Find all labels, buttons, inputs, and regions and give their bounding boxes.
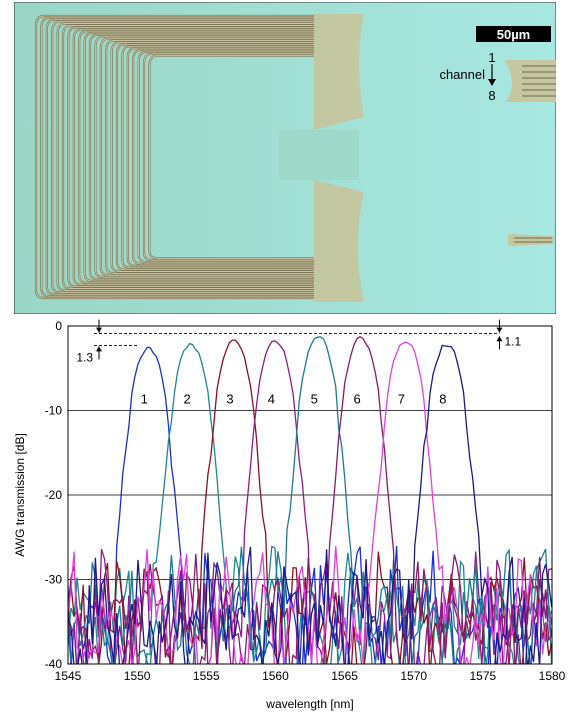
waveguide-highlight [132, 49, 314, 265]
left-gap-label: 1.3 [76, 350, 93, 364]
y-tick-label: -30 [45, 573, 63, 587]
x-tick-label: 1580 [539, 669, 566, 683]
channel-label-7: 7 [398, 392, 405, 407]
waveguide-highlight [57, 23, 314, 291]
channel-label-1: 1 [141, 392, 148, 407]
waveguide-highlight [116, 43, 314, 271]
waveguide-highlight [73, 28, 314, 286]
channel-label-5: 5 [311, 392, 318, 407]
channel-label-3: 3 [226, 392, 233, 407]
waveguide-highlight [62, 25, 314, 289]
plot-frame [67, 325, 553, 665]
upper-slab-region [314, 14, 364, 130]
series-group [68, 335, 552, 664]
channel-label: channel [439, 67, 485, 82]
series-line-ch8 [68, 344, 552, 664]
right-gap-label: 1.1 [504, 334, 521, 348]
series-line-ch7 [68, 341, 552, 664]
y-tick-label: 0 [55, 319, 62, 333]
channel-last-label: 8 [488, 88, 495, 103]
x-tick-label: 1555 [193, 669, 220, 683]
waveguide-bundle [34, 14, 359, 300]
channel-label-8: 8 [439, 392, 446, 407]
x-tick-label: 1575 [470, 669, 497, 683]
y-axis-title: AWG transmission [dB] [13, 433, 27, 557]
waveguide-highlight [51, 21, 314, 293]
channel-labels: 1 2 3 4 5 6 7 8 [141, 392, 447, 407]
waveguide-highlight [105, 40, 314, 274]
channel-arrow-head [488, 79, 496, 86]
x-tick-label: 1565 [331, 669, 358, 683]
output-waveguides-lower [508, 234, 554, 246]
waveguide-highlight [149, 55, 314, 259]
y-tick-label: -40 [45, 657, 63, 671]
waveguide-highlight [95, 36, 314, 278]
waveguide-highlight [89, 34, 314, 280]
x-axis-title: wavelength [nm] [265, 697, 353, 711]
right-top-arrow-head [496, 327, 503, 333]
waveguide-highlight [41, 17, 314, 297]
awg-transmission-chart: 1545 1550 1555 1560 1565 1570 1575 1580 0 -10 -20… [13, 319, 566, 711]
waveguide-highlight [78, 30, 314, 284]
left-bottom-arrow-head [96, 346, 102, 352]
series-line-ch5 [68, 336, 552, 664]
waveguide-highlight [138, 51, 314, 263]
x-tick-labels: 1545 1550 1555 1560 1565 1570 1575 1580 [55, 669, 566, 683]
right-bottom-arrow-head [496, 336, 503, 342]
x-tick-label: 1545 [55, 669, 82, 683]
channel-label-4: 4 [268, 392, 275, 407]
waveguide-highlight [84, 32, 314, 282]
center-gap [279, 130, 359, 180]
awg-micrograph: 50µm 1 channel 8 [14, 2, 556, 314]
slab-regions [314, 14, 364, 302]
waveguide-highlight [100, 38, 314, 276]
lower-slab-region [314, 180, 364, 302]
scale-bar [476, 26, 551, 42]
waveguide-highlight [122, 45, 314, 269]
left-top-arrow-head [96, 327, 102, 333]
waveguide-highlight [111, 42, 314, 272]
output-waveguides-upper [504, 60, 556, 102]
channel-first-label: 1 [488, 50, 495, 65]
channel-label-6: 6 [354, 392, 361, 407]
scale-bar-label: 50µm [497, 27, 531, 42]
y-tick-label: -10 [45, 404, 63, 418]
waveguide-highlight [35, 15, 314, 299]
y-tick-labels: 0 -10 -20 -30 -40 [45, 319, 63, 671]
waveguide-highlight [127, 47, 314, 267]
y-tick-label: -20 [45, 488, 63, 502]
waveguide-highlight [46, 19, 314, 295]
x-tick-label: 1560 [262, 669, 289, 683]
x-tick-label: 1550 [124, 669, 151, 683]
annotations: 1.3 1.1 [76, 319, 521, 364]
x-tick-label: 1570 [400, 669, 427, 683]
waveguide-highlight [68, 26, 314, 288]
waveguide-highlight [143, 53, 314, 261]
channel-label-2: 2 [183, 392, 190, 407]
